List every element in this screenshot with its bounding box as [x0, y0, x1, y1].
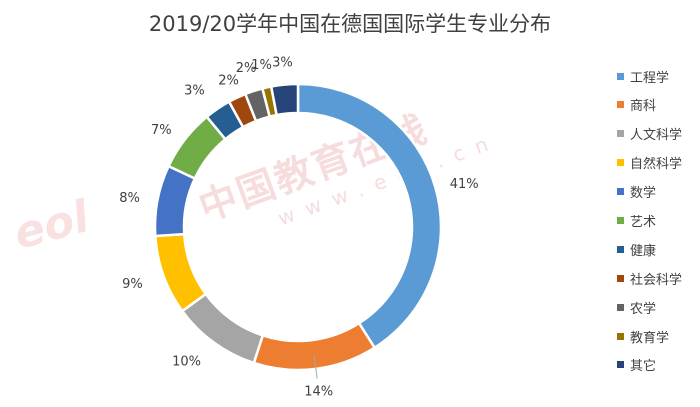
- legend-item: 人文科学: [617, 124, 697, 144]
- legend-label: 教育学: [630, 330, 670, 346]
- data-label: 1%: [251, 58, 272, 73]
- legend-item: 商科: [617, 95, 697, 115]
- legend-swatch: [617, 216, 624, 224]
- legend-item: 数学: [617, 182, 697, 202]
- legend-label: 其它: [630, 359, 657, 375]
- leader-line: [313, 354, 318, 379]
- legend-swatch: [617, 188, 624, 196]
- data-label: 14%: [304, 385, 333, 400]
- legend-swatch: [617, 72, 624, 80]
- legend-label: 自然科学: [630, 157, 683, 173]
- legend-item: 社会科学: [617, 268, 697, 288]
- legend-swatch: [617, 130, 624, 138]
- donut-slice-2: [252, 321, 377, 372]
- legend-swatch: [617, 245, 624, 253]
- legend-item: 工程学: [617, 66, 697, 86]
- legend-label: 健康: [630, 243, 657, 259]
- data-label: 8%: [119, 191, 140, 206]
- legend: 工程学商科人文科学自然科学数学艺术健康社会科学农学教育学其它: [617, 66, 697, 384]
- data-label: 2%: [218, 74, 239, 89]
- data-label: 3%: [184, 84, 205, 99]
- legend-swatch: [617, 274, 624, 282]
- legend-swatch: [617, 101, 624, 109]
- legend-label: 商科: [630, 99, 657, 115]
- legend-item: 其它: [617, 355, 697, 375]
- donut-slice-11: [269, 82, 300, 117]
- data-label: 2%: [236, 61, 257, 76]
- data-label: 9%: [122, 277, 143, 292]
- legend-item: 艺术: [617, 210, 697, 230]
- data-label: 3%: [272, 56, 293, 71]
- legend-item: 教育学: [617, 326, 697, 346]
- legend-swatch: [617, 303, 624, 311]
- data-label: 10%: [172, 354, 201, 369]
- donut-slice-3: [180, 292, 265, 365]
- legend-item: 自然科学: [617, 153, 697, 173]
- legend-label: 工程学: [630, 70, 670, 86]
- donut-slice-1: [296, 82, 443, 350]
- chart-title: 2019/20学年中国在德国国际学生专业分布: [148, 12, 552, 36]
- legend-label: 农学: [630, 301, 657, 317]
- legend-swatch: [617, 332, 624, 340]
- legend-item: 农学: [617, 297, 697, 317]
- data-label: 7%: [151, 123, 172, 138]
- data-label: 41%: [450, 177, 479, 192]
- legend-label: 社会科学: [630, 272, 683, 288]
- legend-label: 人文科学: [630, 128, 683, 144]
- legend-label: 艺术: [630, 214, 657, 230]
- legend-swatch: [617, 361, 624, 369]
- legend-swatch: [617, 159, 624, 167]
- legend-item: 健康: [617, 239, 697, 259]
- donut-slice-4: [153, 232, 208, 313]
- legend-label: 数学: [630, 186, 657, 202]
